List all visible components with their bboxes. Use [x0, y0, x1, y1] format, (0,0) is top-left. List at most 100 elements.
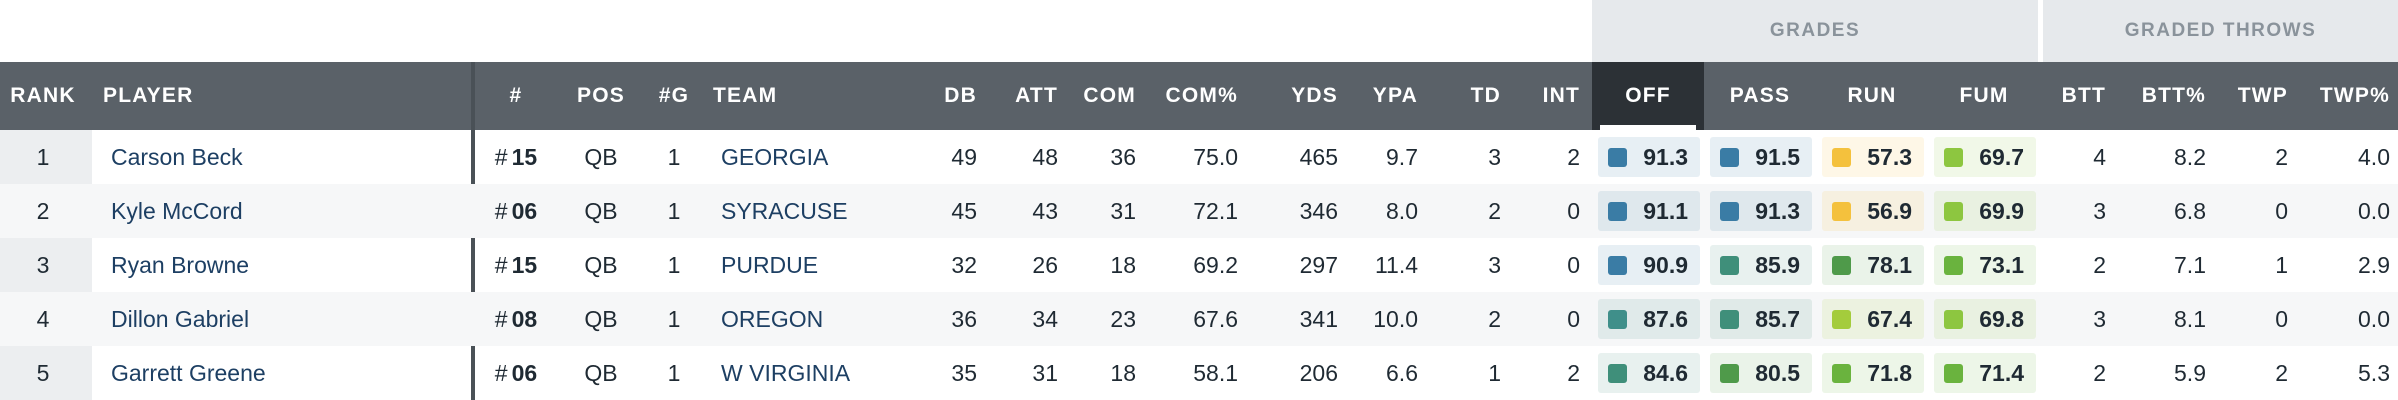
games-cell: 1 [667, 251, 681, 278]
yds-cell: 341 [1299, 305, 1338, 332]
player-name-link[interactable]: Ryan Browne [111, 251, 250, 278]
col-header-ypa[interactable]: YPA [1372, 84, 1418, 107]
off-grade-value: 90.9 [1643, 251, 1688, 278]
table-row[interactable]: 5 Garrett Greene #06 QB 1 W VIRGINIA 35 … [0, 346, 2398, 400]
col-header-pos[interactable]: POS [577, 84, 625, 107]
col-header-pass[interactable]: PASS [1729, 84, 1791, 107]
table-row[interactable]: 1 Carson Beck #15 QB 1 GEORGIA 49 48 36 … [0, 130, 2398, 184]
rank-cell: 5 [36, 359, 50, 386]
btt-pct-cell: 5.9 [2174, 359, 2206, 386]
run-grade-badge: 56.9 [1822, 191, 1924, 231]
col-header-int[interactable]: INT [1542, 84, 1580, 107]
col-header-player[interactable]: PLAYER [103, 84, 194, 107]
off-grade-badge: 91.3 [1598, 137, 1700, 177]
off-grade-value: 87.6 [1643, 305, 1688, 332]
jersey-number: 06 [511, 197, 538, 224]
col-header-jersey[interactable]: # [509, 84, 523, 107]
com-pct-cell: 58.1 [1193, 359, 1238, 386]
col-header-fum[interactable]: FUM [1959, 84, 2009, 107]
col-header-team[interactable]: TEAM [713, 84, 778, 107]
col-header-com-pct[interactable]: COM% [1165, 84, 1238, 107]
games-cell: 1 [667, 359, 681, 386]
fum-grade-badge: 69.7 [1934, 137, 2036, 177]
twp-cell: 0 [2275, 305, 2288, 332]
grade-color-swatch [1832, 363, 1851, 383]
player-name-link[interactable]: Dillon Gabriel [111, 305, 250, 332]
team-link[interactable]: OREGON [721, 305, 824, 332]
col-header-td[interactable]: TD [1470, 84, 1501, 107]
fum-grade-value: 73.1 [1979, 251, 2024, 278]
col-header-off[interactable]: OFF [1592, 62, 1704, 130]
pass-grade-badge: 91.5 [1710, 137, 1812, 177]
pass-grade-value: 91.5 [1755, 143, 1800, 170]
player-name-link[interactable]: Kyle McCord [111, 197, 243, 224]
grade-color-swatch [1832, 255, 1851, 275]
col-header-games[interactable]: #G [658, 84, 690, 107]
twp-cell: 2 [2275, 143, 2288, 170]
grade-color-swatch [1944, 147, 1963, 167]
twp-pct-cell: 2.9 [2358, 251, 2390, 278]
att-cell: 31 [1032, 359, 1058, 386]
col-header-rank[interactable]: RANK [10, 84, 76, 107]
off-grade-value: 91.3 [1643, 143, 1688, 170]
ypa-cell: 6.6 [1386, 359, 1418, 386]
rank-cell: 2 [36, 197, 50, 224]
player-name-link[interactable]: Garrett Greene [111, 359, 266, 386]
jersey-number: 06 [511, 359, 538, 386]
col-header-db[interactable]: DB [944, 84, 977, 107]
team-link[interactable]: W VIRGINIA [721, 359, 851, 386]
col-header-btt[interactable]: BTT [2061, 84, 2106, 107]
col-header-twp[interactable]: TWP [2237, 84, 2288, 107]
grade-color-swatch [1720, 201, 1739, 221]
team-link[interactable]: PURDUE [721, 251, 819, 278]
grade-color-swatch [1608, 309, 1627, 329]
btt-cell: 4 [2093, 143, 2106, 170]
fum-grade-badge: 71.4 [1934, 353, 2036, 393]
pass-grade-badge: 80.5 [1710, 353, 1812, 393]
team-link[interactable]: SYRACUSE [721, 197, 848, 224]
ypa-cell: 9.7 [1386, 143, 1418, 170]
grade-color-swatch [1832, 201, 1851, 221]
jersey-number: 15 [511, 251, 538, 278]
twp-pct-cell: 4.0 [2358, 143, 2390, 170]
td-cell: 1 [1488, 359, 1501, 386]
col-header-att[interactable]: ATT [1015, 84, 1058, 107]
att-cell: 34 [1032, 305, 1058, 332]
jersey-number: 08 [511, 305, 538, 332]
rank-cell: 4 [36, 305, 50, 332]
col-header-run[interactable]: RUN [1847, 84, 1897, 107]
db-cell: 36 [951, 305, 977, 332]
col-header-com[interactable]: COM [1083, 84, 1136, 107]
rank-cell: 1 [36, 143, 50, 170]
com-cell: 31 [1110, 197, 1136, 224]
pass-grade-value: 80.5 [1755, 359, 1800, 386]
table-header-row: RANK PLAYER # POS #G TEAM DB ATT COM COM… [0, 62, 2398, 130]
com-cell: 18 [1110, 359, 1136, 386]
btt-pct-cell: 6.8 [2174, 197, 2206, 224]
jersey-hash: # [494, 143, 508, 170]
table-row[interactable]: 2 Kyle McCord #06 QB 1 SYRACUSE 45 43 31… [0, 184, 2398, 238]
jersey-hash: # [494, 359, 508, 386]
col-header-yds[interactable]: YDS [1291, 84, 1338, 107]
btt-cell: 3 [2093, 305, 2106, 332]
player-name-link[interactable]: Carson Beck [111, 143, 243, 170]
pass-grade-value: 91.3 [1755, 197, 1800, 224]
off-grade-value: 91.1 [1643, 197, 1688, 224]
grade-color-swatch [1720, 147, 1739, 167]
grade-color-swatch [1720, 363, 1739, 383]
table-row[interactable]: 3 Ryan Browne #15 QB 1 PURDUE 32 26 18 6… [0, 238, 2398, 292]
col-header-btt-pct[interactable]: BTT% [2141, 84, 2206, 107]
td-cell: 2 [1488, 197, 1501, 224]
pos-cell: QB [584, 251, 618, 278]
jersey-cell: #08 [484, 292, 548, 346]
td-cell: 2 [1488, 305, 1501, 332]
grade-color-swatch [1608, 363, 1627, 383]
jersey-hash: # [494, 305, 508, 332]
team-link[interactable]: GEORGIA [721, 143, 829, 170]
btt-pct-cell: 8.1 [2174, 305, 2206, 332]
off-grade-value: 84.6 [1643, 359, 1688, 386]
grade-color-swatch [1720, 309, 1739, 329]
col-header-twp-pct[interactable]: TWP% [2319, 84, 2390, 107]
table-row[interactable]: 4 Dillon Gabriel #08 QB 1 OREGON 36 34 2… [0, 292, 2398, 346]
fum-grade-badge: 69.9 [1934, 191, 2036, 231]
